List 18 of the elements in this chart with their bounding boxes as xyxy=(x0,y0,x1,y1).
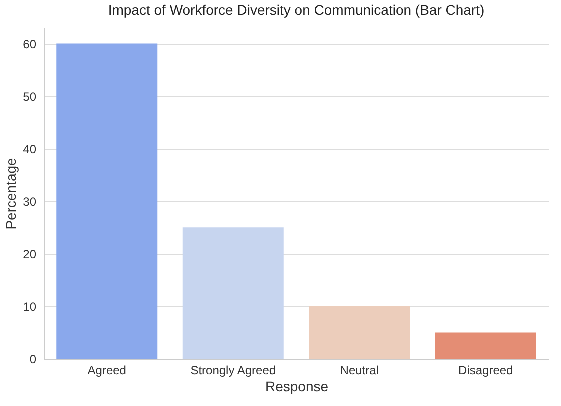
x-tick-label: Agreed xyxy=(88,364,126,378)
y-tick-label: 50 xyxy=(23,90,37,104)
y-tick-label: 0 xyxy=(30,352,37,366)
y-tick-label: 30 xyxy=(23,194,37,209)
y-axis-title: Percentage xyxy=(3,158,20,230)
bar xyxy=(56,44,158,359)
bar xyxy=(435,332,536,359)
x-tick-label: Strongly Agreed xyxy=(190,364,276,378)
bar xyxy=(182,228,284,359)
x-tick-label: Disagreed xyxy=(458,364,514,378)
y-tick-label: 60 xyxy=(23,37,37,52)
bar xyxy=(309,306,410,359)
x-tick-label: Neutral xyxy=(340,364,379,378)
y-tick-label: 20 xyxy=(23,247,37,262)
y-tick-label: 40 xyxy=(23,142,37,156)
y-tick-label: 10 xyxy=(23,300,37,314)
x-axis-title: Response xyxy=(265,378,329,394)
chart-title: Impact of Workforce Diversity on Communication (Bar Chart) xyxy=(108,2,485,18)
